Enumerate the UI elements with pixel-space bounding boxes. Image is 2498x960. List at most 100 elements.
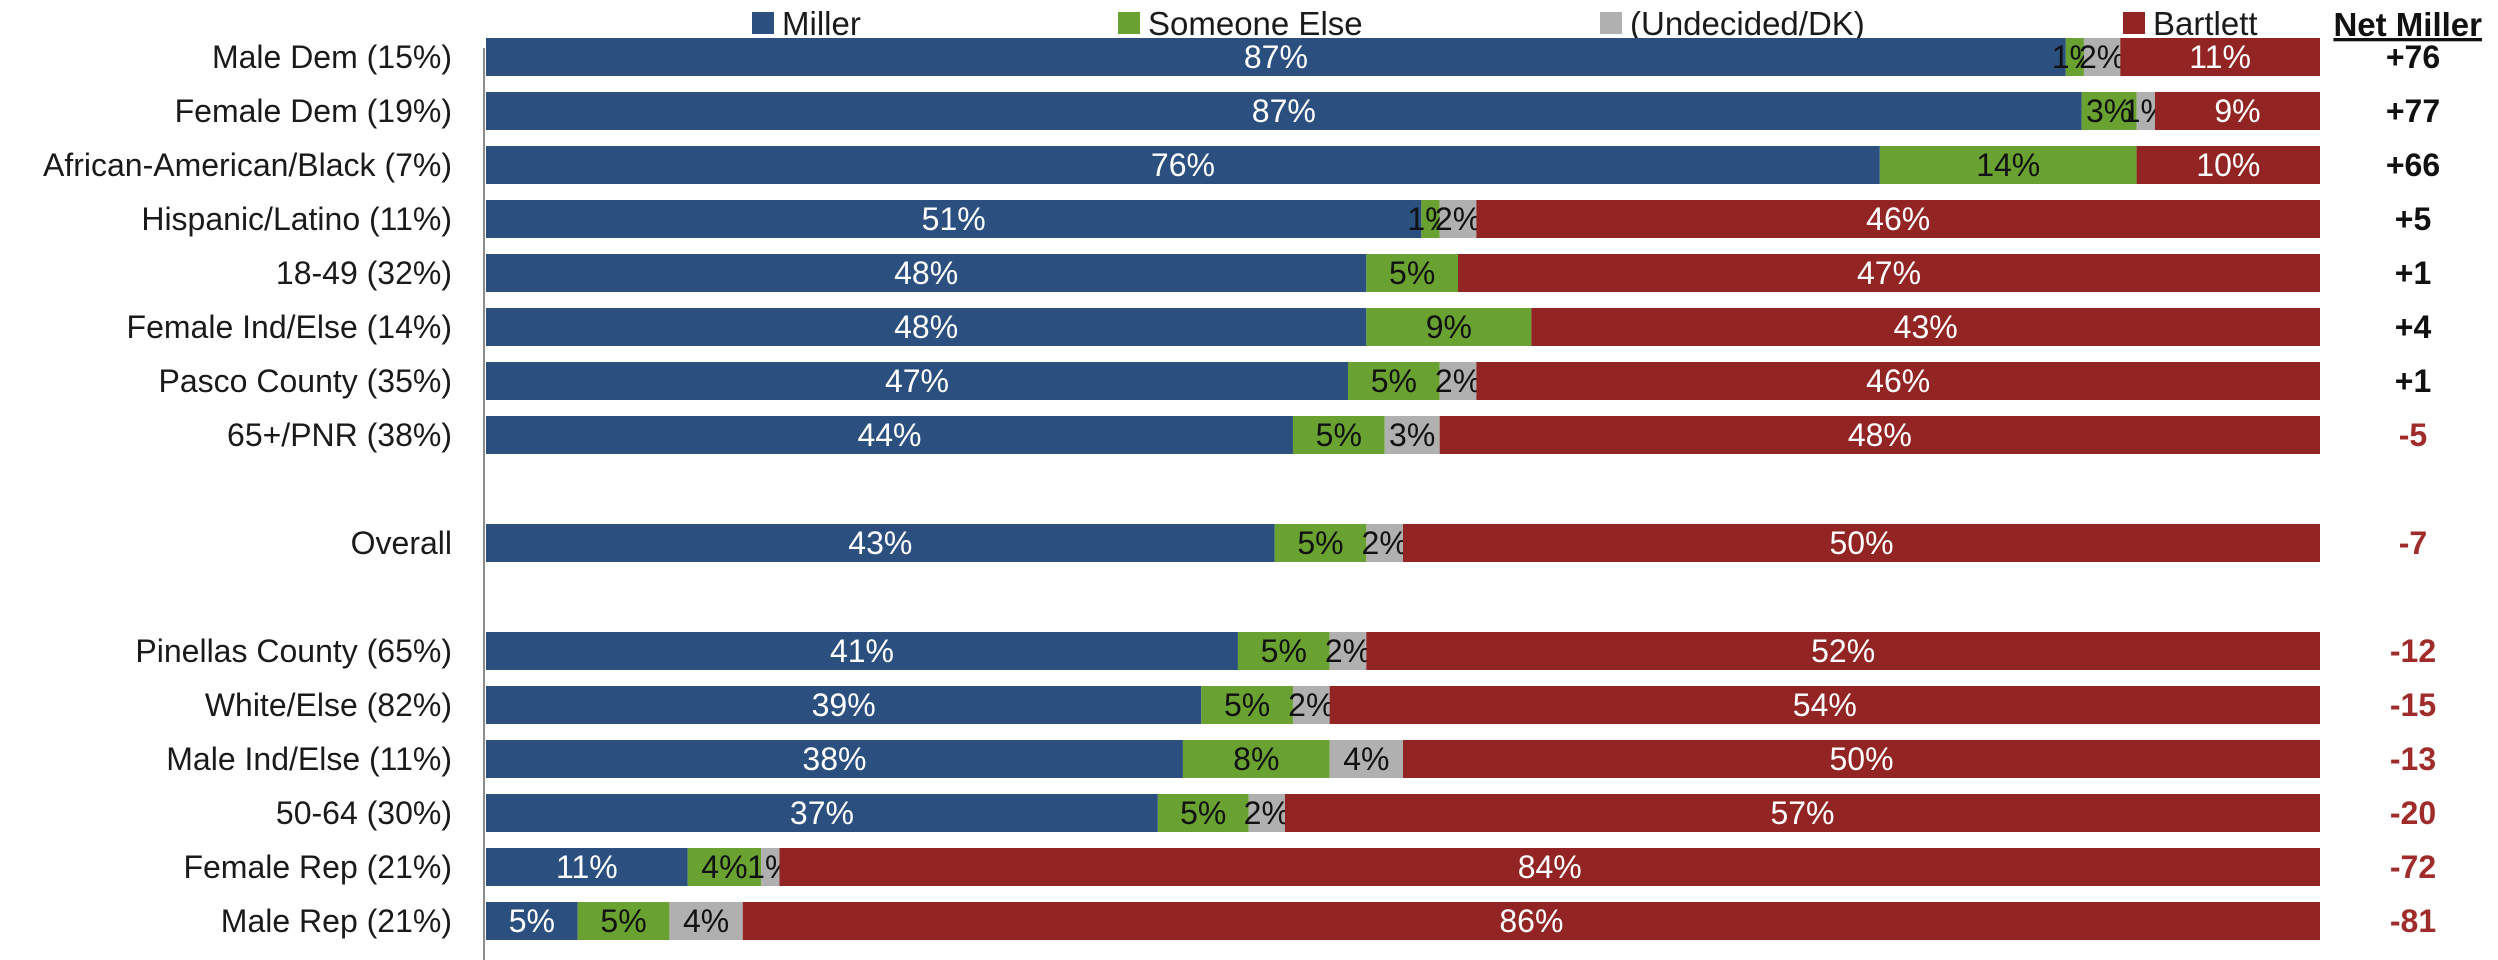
legend-swatch-undecided-dk xyxy=(1600,12,1622,34)
bar-segment-bartlett xyxy=(2136,146,2320,184)
data-label-miller: 38% xyxy=(802,741,866,777)
bar-segment-someone-else xyxy=(1157,794,1249,832)
bar-segment-undecided-dk xyxy=(1329,632,1367,670)
bar-row: 65+/PNR (38%) 44% 5% 3% 48% -5 xyxy=(227,416,2427,454)
bar-segment-bartlett xyxy=(1531,308,2320,346)
bar-row: Hispanic/Latino (11%) 51% 1%2% 46% +5 xyxy=(141,200,2431,238)
data-label-undecided-dk: 2% xyxy=(1244,795,1290,831)
net-miller-value: -13 xyxy=(2390,741,2436,777)
bar-segment-undecided-dk xyxy=(1439,362,1477,400)
data-label-miller: 48% xyxy=(894,309,958,345)
net-miller-value: -12 xyxy=(2390,633,2436,669)
category-label: Male Rep (21%) xyxy=(221,903,452,939)
bar-segment-someone-else xyxy=(1182,740,1330,778)
data-label-bartlett: 50% xyxy=(1829,525,1893,561)
data-label-someone-else: 5% xyxy=(1371,363,1417,399)
net-miller-value: +4 xyxy=(2395,309,2432,345)
data-label-undecided-dk: 2% xyxy=(1435,363,1481,399)
data-label-undecided-dk: 4% xyxy=(1343,741,1389,777)
data-label-bartlett: 43% xyxy=(1894,309,1958,345)
bar-segment-miller xyxy=(486,362,1348,400)
net-miller-value: -15 xyxy=(2390,687,2436,723)
data-label-undecided-dk: 2% xyxy=(2079,39,2125,75)
legend-swatch-someone-else xyxy=(1118,12,1140,34)
data-label-bartlett: 54% xyxy=(1793,687,1857,723)
bar-row: White/Else (82%) 39% 5% 2% 54% -15 xyxy=(205,686,2436,724)
net-miller-value: +1 xyxy=(2395,255,2431,291)
category-label: Hispanic/Latino (11%) xyxy=(141,201,452,237)
bar-segment-miller xyxy=(486,524,1275,562)
legend-swatch-miller xyxy=(752,12,774,34)
data-label-miller: 39% xyxy=(812,687,876,723)
data-label-bartlett: 9% xyxy=(2214,93,2260,129)
bar-segment-bartlett xyxy=(742,902,2320,940)
data-label-undecided-dk: 4% xyxy=(683,903,729,939)
bar-segment-undecided-dk xyxy=(1329,740,1403,778)
category-label: 65+/PNR (38%) xyxy=(227,417,452,453)
net-miller-value: -72 xyxy=(2390,849,2436,885)
bar-segment-bartlett xyxy=(1476,362,2320,400)
data-label-someone-else: 8% xyxy=(1233,741,1279,777)
category-label: Female Ind/Else (14%) xyxy=(127,309,452,345)
bar-segment-bartlett xyxy=(1476,200,2320,238)
bar-segment-miller xyxy=(486,308,1367,346)
data-label-miller: 41% xyxy=(830,633,894,669)
data-label-miller: 48% xyxy=(894,255,958,291)
data-label-miller: 44% xyxy=(857,417,921,453)
net-miller-value: +1 xyxy=(2395,363,2431,399)
data-label-bartlett: 50% xyxy=(1829,741,1893,777)
data-label-bartlett: 48% xyxy=(1848,417,1912,453)
data-label-someone-else: 5% xyxy=(1180,795,1226,831)
data-label-miller: 87% xyxy=(1252,93,1316,129)
data-label-someone-else: 5% xyxy=(1297,525,1343,561)
data-label-bartlett: 11% xyxy=(2189,39,2251,75)
data-label-someone-else: 5% xyxy=(1224,687,1270,723)
bar-segment-someone-else xyxy=(1274,524,1367,562)
data-label-someone-else: 14% xyxy=(1976,147,2040,183)
category-label: Female Rep (21%) xyxy=(183,849,452,885)
data-label-miller: 37% xyxy=(790,795,854,831)
bar-segment-bartlett xyxy=(1439,416,2320,454)
data-label-miller: 47% xyxy=(885,363,949,399)
data-label-undecided-dk: 2% xyxy=(1288,687,1334,723)
data-label-someone-else: 5% xyxy=(1389,255,1435,291)
data-label-someone-else: 3% xyxy=(2086,93,2132,129)
data-label-someone-else: 5% xyxy=(600,903,646,939)
net-miller-value: +66 xyxy=(2386,147,2440,183)
bar-segment-miller xyxy=(486,146,1880,184)
bar-segment-miller xyxy=(486,92,2082,130)
bar-segment-someone-else xyxy=(1366,308,1532,346)
legend-swatch-bartlett xyxy=(2123,12,2145,34)
bar-segment-someone-else xyxy=(1347,362,1440,400)
bar-segment-someone-else xyxy=(1421,200,1440,238)
data-label-bartlett: 52% xyxy=(1811,633,1875,669)
bar-segment-undecided-dk xyxy=(669,902,743,940)
bar-segment-someone-else xyxy=(1237,632,1330,670)
data-label-someone-else: 5% xyxy=(1261,633,1307,669)
bar-segment-miller xyxy=(486,794,1158,832)
net-miller-value: -81 xyxy=(2390,903,2436,939)
bar-segment-undecided-dk xyxy=(1248,794,1285,832)
legend-label-bartlett: Bartlett xyxy=(2153,5,2258,42)
legend: Miller Someone Else (Undecided/DK) Bartlett xyxy=(752,5,2258,42)
legend-label-undecided-dk: (Undecided/DK) xyxy=(1630,5,1865,42)
bar-segment-miller xyxy=(486,200,1422,238)
bar-segment-miller xyxy=(486,38,2066,76)
bar-segment-miller xyxy=(486,632,1238,670)
bar-row: 50-64 (30%) 37% 5% 2% 57% -20 xyxy=(276,794,2436,832)
bar-row: Male Ind/Else (11%) 38% 8% 4% 50% -13 xyxy=(166,740,2436,778)
net-miller-value: +5 xyxy=(2395,201,2431,237)
data-label-miller: 51% xyxy=(922,201,986,237)
bar-segment-someone-else xyxy=(1879,146,2137,184)
net-miller-value: +77 xyxy=(2386,93,2440,129)
bar-segment-bartlett xyxy=(779,848,2321,886)
bar-segment-undecided-dk xyxy=(1384,416,1440,454)
net-miller-value: -7 xyxy=(2399,525,2427,561)
category-label: 18-49 (32%) xyxy=(276,255,452,291)
bar-row: Male Rep (21%) 5% 5% 4% 86% -81 xyxy=(221,902,2436,940)
bar-row: Male Dem (15%) 87% 1%2% 11% +76 xyxy=(212,38,2440,76)
bar-row: Female Rep (21%) 11% 4% 1% 84% -72 xyxy=(183,848,2436,886)
data-label-undecided-dk: 3% xyxy=(1389,417,1435,453)
data-label-bartlett: 46% xyxy=(1866,363,1930,399)
